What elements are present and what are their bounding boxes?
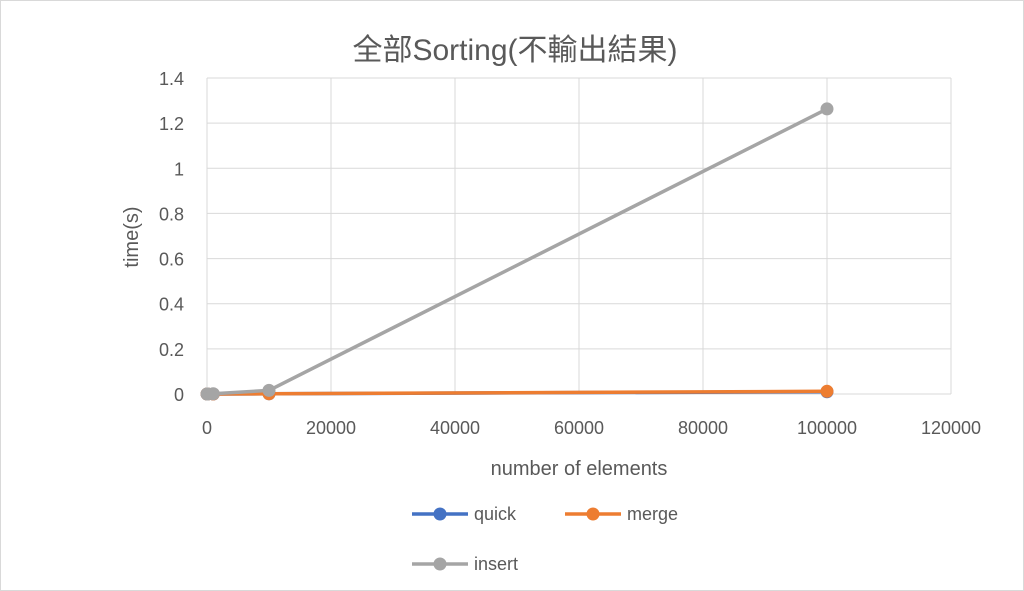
x-tick-label: 20000 bbox=[306, 418, 356, 438]
y-tick-label: 0.4 bbox=[159, 295, 184, 315]
y-axis: 0 0.2 0.4 0.6 0.8 1 1.2 1.4 bbox=[159, 69, 184, 405]
x-tick-label: 0 bbox=[202, 418, 212, 438]
y-tick-label: 0.6 bbox=[159, 250, 184, 270]
legend-label: quick bbox=[474, 504, 517, 524]
y-tick-label: 0.2 bbox=[159, 340, 184, 360]
x-tick-label: 80000 bbox=[678, 418, 728, 438]
legend-swatch-marker bbox=[433, 557, 447, 571]
legend-item-merge: merge bbox=[565, 504, 678, 524]
gridlines bbox=[206, 77, 952, 395]
legend-label: merge bbox=[627, 504, 678, 524]
legend-item-quick: quick bbox=[412, 504, 517, 524]
chart-title: 全部Sorting(不輸出結果) bbox=[352, 34, 677, 67]
legend-swatch-marker bbox=[433, 507, 447, 521]
legend-item-insert: insert bbox=[412, 554, 518, 574]
legend: quick merge insert bbox=[412, 504, 678, 574]
series-merge bbox=[200, 384, 834, 401]
x-tick-label: 100000 bbox=[797, 418, 857, 438]
data-point-insert bbox=[206, 387, 220, 401]
y-tick-label: 1.2 bbox=[159, 114, 184, 134]
y-tick-label: 0 bbox=[174, 385, 184, 405]
y-axis-title: time(s) bbox=[121, 206, 143, 267]
legend-label: insert bbox=[474, 554, 518, 574]
data-point-insert bbox=[820, 102, 834, 116]
y-tick-label: 1 bbox=[174, 159, 184, 179]
series-layer bbox=[200, 102, 834, 401]
x-tick-label: 40000 bbox=[430, 418, 480, 438]
data-point-insert bbox=[262, 383, 276, 397]
legend-swatch-marker bbox=[586, 507, 600, 521]
y-tick-label: 1.4 bbox=[159, 69, 184, 89]
x-axis-title: number of elements bbox=[491, 458, 668, 480]
series-line-insert bbox=[205, 107, 829, 396]
series-insert bbox=[200, 102, 834, 401]
x-tick-label: 120000 bbox=[921, 418, 981, 438]
x-axis: 0 20000 40000 60000 80000 100000 120000 bbox=[202, 418, 981, 438]
y-tick-label: 0.8 bbox=[159, 204, 184, 224]
x-tick-label: 60000 bbox=[554, 418, 604, 438]
data-point-merge bbox=[820, 384, 834, 398]
